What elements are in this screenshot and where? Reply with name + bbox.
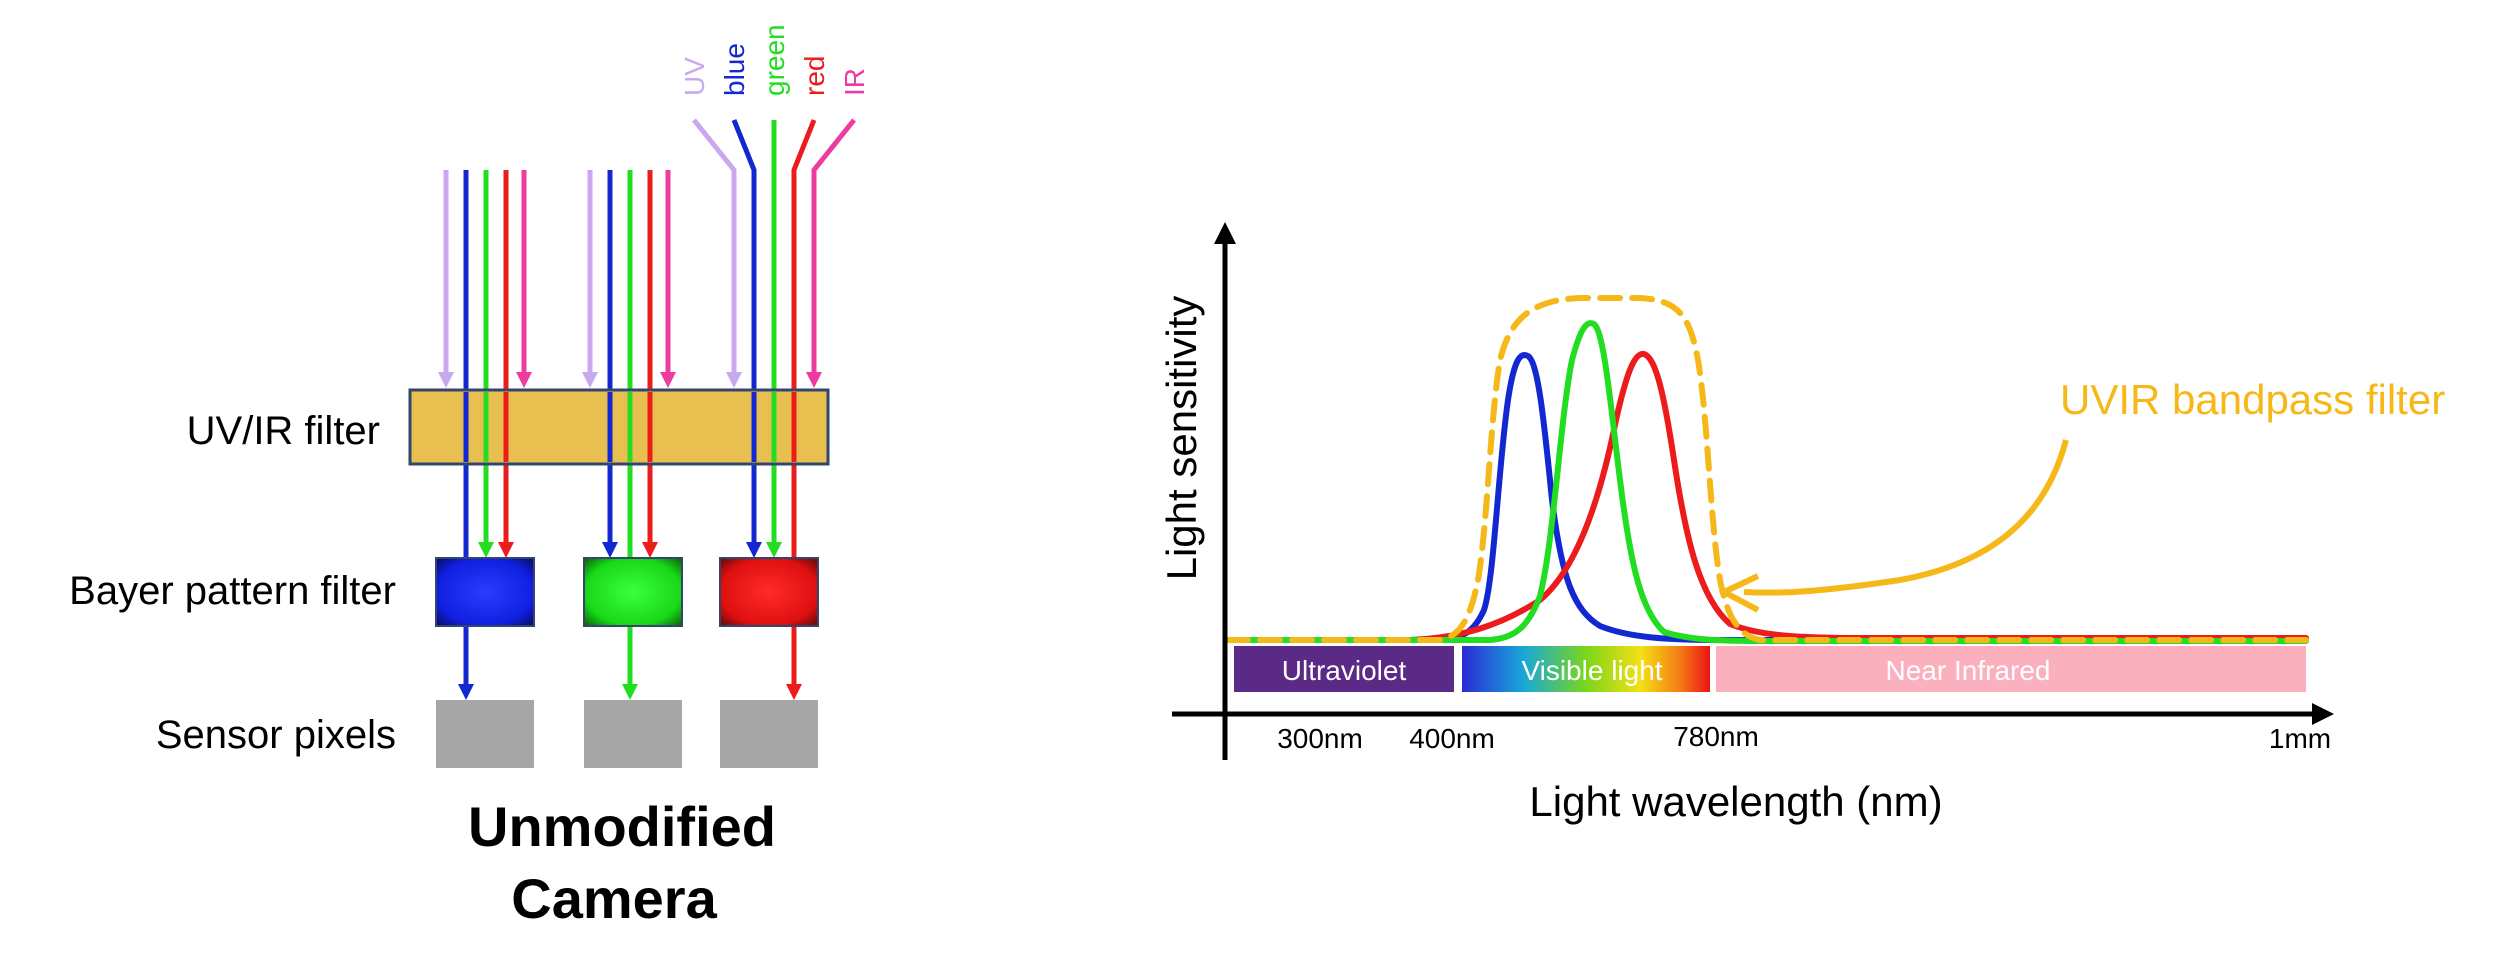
bayer-green-cell: [583, 557, 683, 627]
axes: [1172, 222, 2334, 760]
band-label-visible: Visible light: [1521, 655, 1662, 686]
band-label-near-infrared: Near Infrared: [1886, 655, 2051, 686]
legend-ir: IR: [839, 68, 870, 96]
label-bayer-filter: Bayer pattern filter: [69, 569, 396, 613]
sensor-pixel-2: [584, 700, 682, 768]
ray-green-head: [622, 684, 638, 700]
ray-uv-head: [582, 372, 598, 388]
ray-ir-head: [516, 372, 532, 388]
ray-ir-head: [660, 372, 676, 388]
ray-green-head: [478, 542, 494, 558]
x-axis-label: Light wavelength (nm): [1529, 778, 1942, 825]
band-ultraviolet: [1234, 646, 1454, 692]
tick-300nm: 300nm: [1277, 723, 1363, 754]
ray-green-head: [766, 542, 782, 558]
ray-uv: [692, 118, 737, 378]
bayer-red-cell: [719, 557, 819, 627]
ray-red-head: [642, 542, 658, 558]
ray-ir-head: [806, 372, 822, 388]
tick-1mm: 1mm: [2269, 723, 2331, 754]
y-axis-label: Light sensitivity: [1158, 296, 1205, 581]
ray-blue: [731, 119, 757, 548]
ray-legend: UV blue green red IR: [679, 24, 870, 96]
title-line-2: Camera: [511, 867, 717, 930]
annotation-uvir-bandpass: UVIR bandpass filter: [2060, 376, 2445, 423]
ray-red-head: [498, 542, 514, 558]
band-label-ultraviolet: Ultraviolet: [1282, 655, 1407, 686]
uvir-filter-block: [408, 388, 830, 466]
legend-red: red: [799, 56, 830, 96]
sensor-pixel-1: [436, 700, 534, 768]
tick-400nm: 400nm: [1409, 723, 1495, 754]
legend-blue: blue: [719, 43, 750, 96]
legend-green: green: [759, 24, 790, 96]
ray-blue-head: [746, 542, 762, 558]
annotation-arrow: [1743, 439, 2069, 596]
label-uvir-filter: UV/IR filter: [187, 409, 380, 453]
title-line-1: Unmodified: [468, 795, 776, 858]
legend-uv: UV: [679, 57, 710, 96]
label-sensor-pixels: Sensor pixels: [156, 713, 396, 757]
sensor-pixel-3: [720, 700, 818, 768]
band-visible: [1462, 646, 1710, 692]
camera-diagram: UV blue green red IR: [69, 24, 870, 930]
curve-uvir-bandpass: [1225, 295, 2309, 643]
ray-blue-head: [602, 542, 618, 558]
annotation-arrowhead: [1721, 573, 1760, 613]
curve-green: [1225, 320, 2309, 644]
y-axis-arrow: [1214, 222, 1236, 244]
ray-red: [791, 119, 817, 690]
ray-ir: [811, 118, 856, 378]
curve-blue: [1225, 352, 2309, 643]
ray-uv-head: [438, 372, 454, 388]
band-near-infrared: [1716, 646, 2306, 692]
x-axis-arrow: [2312, 703, 2334, 725]
ray-uv-head: [726, 372, 742, 388]
sensitivity-chart: Ultraviolet Visible light Near Infrared …: [1158, 222, 2445, 825]
bayer-blue-cell: [435, 557, 535, 627]
rays-through-filter: [463, 392, 797, 462]
ray-blue-head: [458, 684, 474, 700]
ray-red-head: [786, 684, 802, 700]
tick-780nm: 780nm: [1673, 721, 1759, 752]
